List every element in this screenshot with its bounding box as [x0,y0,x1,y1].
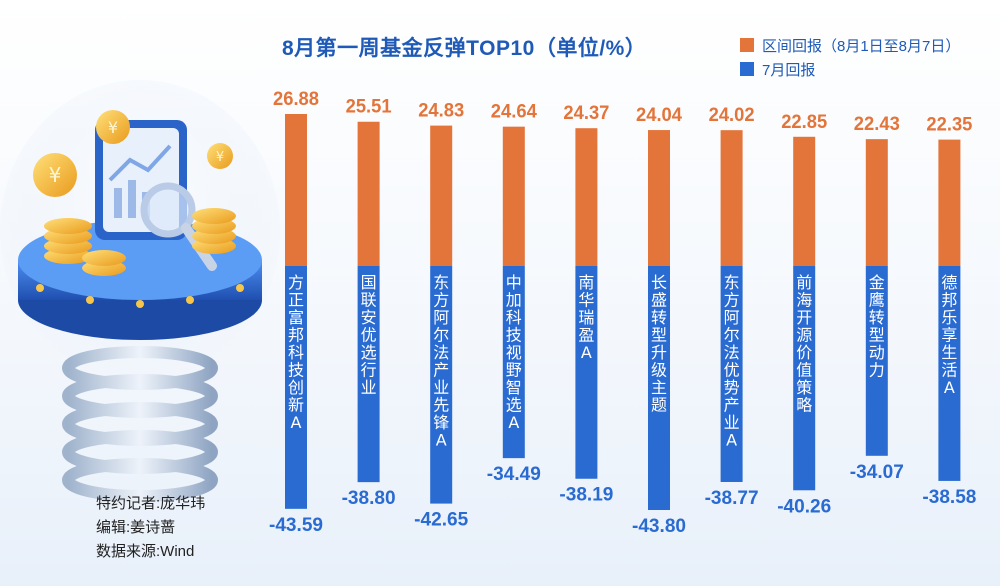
bar-july-6 [648,266,670,510]
value-label-july-7: -38.77 [705,488,759,509]
source-credit: 数据来源:Wind [96,543,195,560]
value-label-interval-2: 25.51 [346,97,392,118]
category-label-8: 前海开源价值策略 [796,273,812,415]
magnifier-icon [140,182,217,271]
value-label-interval-1: 26.88 [273,89,319,110]
legend-swatch-orange [740,38,754,52]
bar-interval-4 [502,126,525,267]
credits: 特约记者:庞华玮 编辑:姜诗蔷 数据来源:Wind [96,492,205,564]
svg-text:¥: ¥ [49,163,62,187]
category-label-5: 南华瑞盈 A [578,273,594,362]
value-label-interval-10: 22.35 [926,115,972,136]
legend-label-july: 7月回报 [762,61,816,79]
value-label-interval-3: 24.83 [418,101,464,122]
chart-title: 8月第一周基金反弹TOP10（单位/%） [282,37,647,60]
legend: 区间回报（8月1日至8月7日） 7月回报 [740,33,960,81]
bar-july-4 [502,266,525,459]
bar-interval-9 [865,139,888,266]
bar-interval-3 [430,125,453,267]
value-label-july-2: -38.80 [342,488,396,509]
category-label-10: 德邦乐享生活 A [941,273,957,397]
category-label-9: 金鹰转型动力 [869,273,885,380]
category-label-1: 方正富邦科技创新 A [288,273,304,432]
category-label-2: 国联安优选行业 [361,273,377,397]
value-label-july-5: -38.19 [559,485,613,506]
bar-interval-8 [793,136,816,266]
value-label-july-3: -42.65 [414,510,468,531]
bar-july-9 [865,266,888,456]
bar-interval-1 [285,114,307,266]
bar-july-8 [793,266,816,491]
coin-platform-illustration: ¥ ¥ ¥ [0,80,280,502]
coin-stack-icon [44,208,236,276]
value-label-july-9: -34.07 [850,462,904,483]
value-label-interval-5: 24.37 [563,103,609,124]
value-label-july-10: -38.58 [922,487,976,508]
svg-text:¥: ¥ [108,118,118,137]
category-label-4: 中加科技视野智选 A [506,273,522,432]
bar-interval-5 [575,128,598,266]
bar-july-10 [938,266,961,481]
bar-july-2 [357,266,380,483]
bar-interval-10 [938,139,961,266]
bar-july-7 [720,266,743,482]
value-label-interval-9: 22.43 [854,114,900,135]
legend-item-interval: 区间回报（8月1日至8月7日） [740,33,960,57]
value-label-july-4: -34.49 [487,464,541,485]
bar-july-3 [430,266,453,504]
yuan-coin-icon: ¥ ¥ ¥ [33,110,233,197]
svg-text:¥: ¥ [216,150,224,165]
value-label-july-1: -43.59 [269,515,323,536]
category-label-7: 东方阿尔法优势产业 A [724,273,740,450]
value-label-interval-8: 22.85 [781,112,827,133]
bar-interval-2 [357,121,380,266]
value-label-july-8: -40.26 [777,496,831,517]
legend-item-july: 7月回报 [740,57,960,81]
bar-july-1 [285,266,307,509]
legend-swatch-blue [740,62,754,76]
value-label-interval-7: 24.02 [709,105,755,126]
category-label-3: 东方阿尔法产业先锋 A [433,273,449,450]
bar-july-5 [575,266,598,479]
editor-credit: 编辑:姜诗蔷 [96,519,176,536]
value-label-interval-4: 24.64 [491,102,537,123]
bar-interval-7 [720,130,743,266]
value-label-july-6: -43.80 [632,516,686,537]
value-label-interval-6: 24.04 [636,105,682,126]
category-label-6: 长盛转型升级主题 [651,273,667,415]
legend-label-interval: 区间回报（8月1日至8月7日） [762,37,961,55]
bar-interval-6 [648,130,670,266]
reporter-credit: 特约记者:庞华玮 [96,495,206,512]
spring-icon [62,346,218,502]
